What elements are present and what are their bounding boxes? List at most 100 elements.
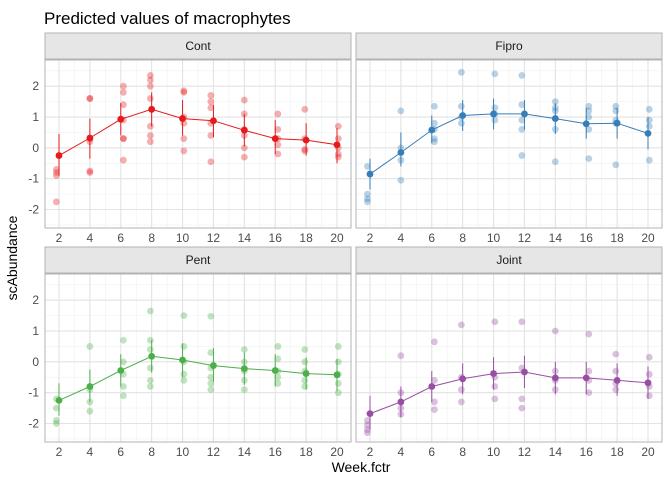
y-tick-label: -1 — [28, 172, 39, 186]
observation-point — [119, 88, 127, 96]
predicted-point — [55, 396, 63, 404]
observation-point — [86, 343, 94, 350]
observation-point — [491, 395, 499, 403]
predicted-point — [333, 371, 341, 379]
y-tick-label: -2 — [28, 203, 39, 217]
x-tick-label: 8 — [459, 445, 466, 459]
observation-point — [119, 135, 127, 143]
observation-point — [119, 101, 127, 109]
observation-point — [518, 404, 526, 412]
observation-point — [240, 153, 248, 161]
x-axis-title: Week.fctr — [332, 459, 391, 475]
predicted-point — [644, 379, 652, 387]
predicted-point — [117, 367, 125, 374]
x-tick-label: 16 — [269, 231, 283, 245]
observation-point — [119, 392, 127, 400]
observation-point — [207, 104, 215, 112]
observation-point — [240, 144, 248, 152]
observation-point — [457, 398, 465, 406]
observation-point — [207, 373, 215, 381]
observation-point — [585, 330, 593, 338]
observation-point — [430, 138, 438, 146]
y-tick-label: 1 — [32, 110, 39, 124]
observation-point — [645, 156, 653, 164]
observation-point — [457, 68, 465, 76]
panel-strip — [355, 32, 663, 60]
observation-point — [146, 336, 154, 344]
x-tick-label: 4 — [398, 231, 405, 245]
observation-point — [334, 343, 342, 350]
observation-point — [585, 367, 593, 375]
panel-fipro: Fipro 2 4 6 8 10 12 14 16 18 20 — [355, 32, 663, 245]
observation-point — [518, 152, 526, 159]
panel-strip-label: Cont — [185, 39, 211, 53]
observation-point — [146, 122, 154, 130]
observation-point — [119, 383, 127, 390]
observation-point — [146, 76, 154, 84]
observation-point — [430, 376, 438, 384]
observation-point — [334, 380, 342, 387]
x-tick-label: 18 — [610, 231, 624, 245]
predicted-point — [551, 115, 559, 122]
panel-strip-label: Joint — [496, 253, 522, 267]
observation-point — [585, 155, 593, 163]
observation-point — [491, 383, 499, 390]
observation-point — [86, 95, 94, 102]
panel-border — [355, 273, 663, 443]
x-tick-label: 8 — [148, 445, 155, 459]
predicted-point — [179, 356, 186, 364]
observation-point — [180, 88, 188, 96]
predicted-point — [459, 375, 467, 383]
observation-point — [334, 389, 342, 397]
observation-point — [119, 156, 127, 164]
x-tick-label: 6 — [117, 445, 124, 459]
x-tick-label: 10 — [176, 445, 190, 459]
observation-point — [53, 169, 60, 176]
observation-point — [364, 162, 371, 170]
predicted-point — [366, 170, 374, 178]
observation-point — [645, 122, 653, 130]
observation-point — [612, 386, 620, 393]
observation-point — [397, 107, 405, 115]
y-tick-label: 2 — [32, 293, 39, 307]
observation-point — [364, 421, 371, 429]
predicted-point — [302, 136, 310, 144]
observation-point — [146, 138, 154, 146]
observation-point — [53, 417, 60, 424]
predicted-point — [490, 370, 497, 377]
predicted-point — [179, 115, 186, 122]
observation-point — [585, 125, 593, 133]
observation-point — [518, 72, 526, 79]
observation-point — [551, 158, 559, 166]
x-tick-label: 4 — [87, 231, 94, 245]
y-tick-label: 2 — [32, 79, 39, 93]
x-tick-label: 18 — [299, 231, 313, 245]
x-tick-label: 18 — [299, 445, 313, 459]
observation-point — [207, 132, 215, 139]
observation-point — [364, 190, 371, 198]
x-tick-label: 6 — [428, 231, 435, 245]
observation-point — [364, 198, 371, 206]
predicted-point — [240, 365, 248, 373]
observation-point — [274, 141, 282, 149]
observation-point — [146, 346, 154, 353]
predicted-point — [582, 120, 590, 128]
x-tick-label: 16 — [580, 231, 594, 245]
predicted-point — [397, 149, 405, 156]
observation-point — [430, 102, 438, 110]
observation-point — [240, 386, 248, 393]
observation-point — [334, 135, 342, 143]
observation-point — [180, 135, 188, 143]
observation-point — [518, 116, 526, 124]
observation-point — [274, 150, 282, 158]
observation-point — [334, 153, 342, 161]
observation-point — [274, 355, 282, 363]
x-tick-label: 20 — [330, 231, 344, 245]
panel-strip-label: Fipro — [495, 39, 523, 53]
observation-point — [274, 380, 282, 387]
observation-point — [301, 376, 309, 384]
predicted-point — [490, 110, 497, 118]
y-tick-label: -2 — [28, 417, 39, 431]
